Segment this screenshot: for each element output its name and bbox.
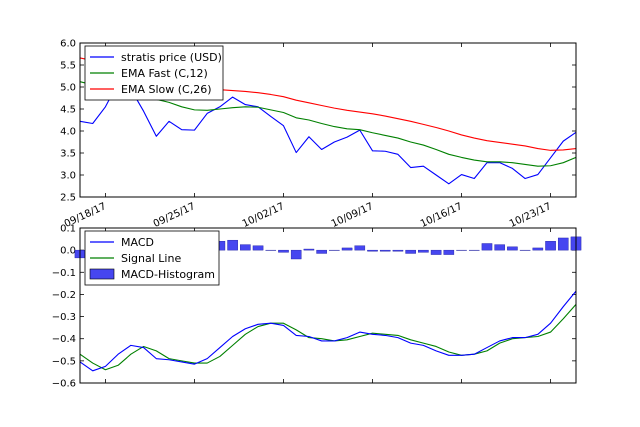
- histogram-bar: [443, 249, 455, 255]
- histogram-bar: [405, 249, 416, 254]
- legend-label-histogram: MACD-Histogram: [121, 268, 215, 281]
- top-ytick-label: 3.5: [60, 149, 76, 160]
- histogram-bar: [240, 244, 251, 251]
- histogram-bar: [341, 247, 353, 251]
- signal-series-line: [79, 304, 577, 371]
- macd-series-line: [79, 290, 577, 372]
- top-plot-frame: [79, 42, 577, 198]
- histogram-bar: [545, 241, 556, 251]
- bottom-ytick-label: −0.6: [52, 379, 76, 390]
- price-series-line: [79, 82, 577, 185]
- top-xtick-label: 10/23/17: [508, 201, 553, 230]
- histogram-bar: [227, 239, 238, 251]
- legend-label-ema-fast: EMA Fast (C,12): [121, 67, 208, 80]
- top-xtick-label: 10/16/17: [419, 201, 464, 230]
- ema-fast-series-line: [79, 81, 577, 167]
- histogram-bar: [532, 247, 544, 251]
- histogram-bar: [290, 249, 302, 260]
- top-xtick-label: 10/09/17: [330, 201, 375, 230]
- price-ema-chart: 2.53.03.54.04.55.05.56.009/18/17 09/25/17…: [60, 39, 577, 230]
- histogram-bar: [354, 245, 366, 251]
- bottom-ytick-label: −0.3: [52, 312, 76, 323]
- histogram-bar: [430, 249, 442, 255]
- top-ytick-label: 5.0: [60, 83, 76, 94]
- histogram-bar: [507, 246, 518, 251]
- histogram-bar: [379, 249, 391, 252]
- bottom-ytick-label: −0.2: [52, 290, 76, 301]
- bottom-ytick-label: −0.5: [52, 356, 76, 367]
- histogram-bar: [557, 237, 569, 251]
- histogram-bar: [392, 249, 404, 252]
- bottom-plot-frame: [79, 227, 577, 384]
- top-ytick-label: 5.5: [60, 61, 76, 72]
- bottom-ytick-label: −0.4: [52, 334, 76, 345]
- legend-label-macd: MACD: [121, 236, 154, 249]
- histogram-bar: [252, 245, 264, 251]
- top-ytick-label: 4.5: [60, 105, 76, 116]
- top-xtick-label: 10/02/17: [241, 201, 286, 230]
- histogram-bar: [481, 243, 493, 251]
- legend-label-price: stratis price (USD): [121, 51, 222, 64]
- histogram-bar: [316, 249, 327, 254]
- legend-label-signal: Signal Line: [121, 252, 181, 265]
- bottom-ytick-label: 0.1: [60, 224, 76, 235]
- top-ytick-label: 3.0: [60, 171, 76, 182]
- legend-swatch-histogram: [89, 268, 115, 280]
- histogram-bar: [367, 249, 378, 252]
- legend-label-ema-slow: EMA Slow (C,26): [121, 83, 211, 96]
- top-xtick-label: 09/25/17: [152, 201, 197, 230]
- histogram-bar: [278, 249, 289, 253]
- top-legend-box: [84, 45, 224, 101]
- bottom-ytick-label: 0.0: [60, 246, 76, 257]
- top-ytick-label: 4.0: [60, 127, 76, 138]
- histogram-bar: [418, 249, 429, 253]
- histogram-bar: [494, 244, 505, 251]
- top-ytick-label: 6.0: [60, 39, 76, 50]
- macd-chart: −0.6 −0.5 −0.4 −0.3 −0.2 −0.1 0.0 0.1 MACD Signal…: [52, 224, 582, 390]
- histogram-bar: [303, 248, 315, 251]
- top-ytick-label: 2.5: [60, 193, 76, 204]
- bottom-ytick-label: −0.1: [52, 268, 76, 279]
